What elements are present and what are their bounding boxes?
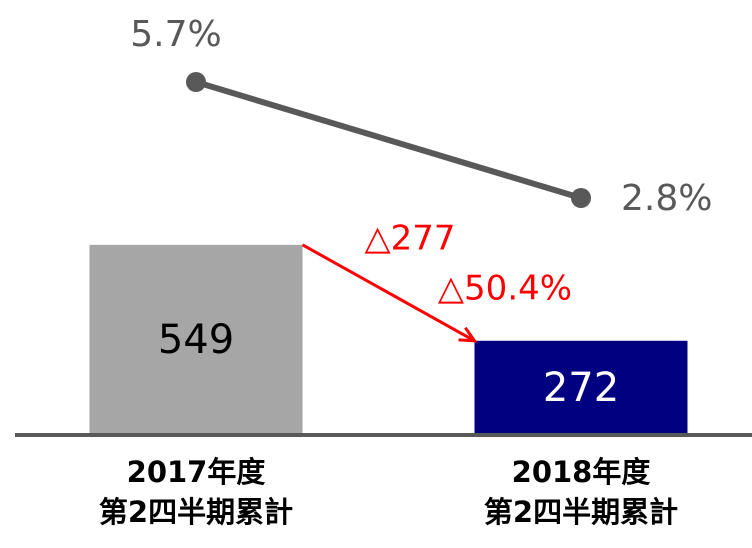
arrow-shaft xyxy=(301,243,476,343)
annotation: △277 xyxy=(364,219,455,259)
line xyxy=(195,79,582,201)
bar-value-label: 272 xyxy=(543,365,619,411)
bar xyxy=(474,340,688,435)
x-tick-label: 2017年度 第2四半期累計 xyxy=(98,455,294,529)
line-value-label: 5.7% xyxy=(130,14,221,55)
line-value-label: 2.8% xyxy=(621,178,712,219)
line-point xyxy=(571,188,591,208)
x-tick-label: 2018年度 第2四半期累計 xyxy=(483,455,679,529)
annotation: △50.4% xyxy=(438,269,572,309)
line-point xyxy=(186,72,206,92)
bar xyxy=(89,244,303,435)
bar-value-label: 549 xyxy=(158,317,234,363)
arrow-head xyxy=(458,326,478,343)
